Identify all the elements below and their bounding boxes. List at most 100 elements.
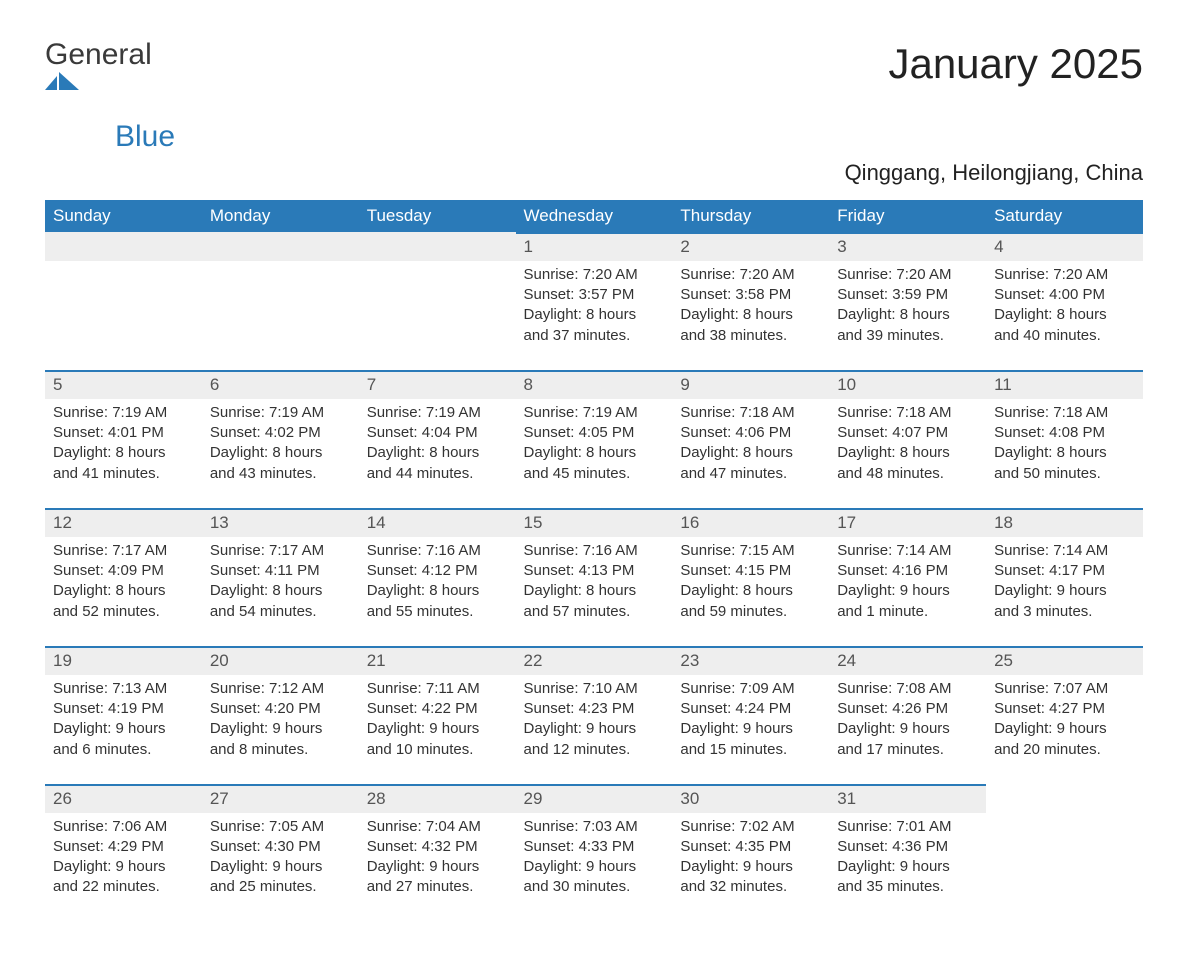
- calendar-day-cell: 8Sunrise: 7:19 AMSunset: 4:05 PMDaylight…: [516, 370, 673, 508]
- calendar-header-cell: Saturday: [986, 200, 1143, 232]
- daylight-line: Daylight: 9 hours and 30 minutes.: [524, 857, 665, 898]
- sunrise-line: Sunrise: 7:12 AM: [210, 679, 351, 699]
- calendar-day-cell: 10Sunrise: 7:18 AMSunset: 4:07 PMDayligh…: [829, 370, 986, 508]
- daylight-line: Daylight: 9 hours and 6 minutes.: [53, 719, 194, 760]
- sunrise-line: Sunrise: 7:20 AM: [680, 265, 821, 285]
- calendar-week-row: 26Sunrise: 7:06 AMSunset: 4:29 PMDayligh…: [45, 784, 1143, 922]
- logo: General Blue: [45, 40, 179, 152]
- daylight-line: Daylight: 9 hours and 15 minutes.: [680, 719, 821, 760]
- day-number: 24: [829, 646, 986, 675]
- calendar-day-cell: 28Sunrise: 7:04 AMSunset: 4:32 PMDayligh…: [359, 784, 516, 922]
- calendar-header-cell: Wednesday: [516, 200, 673, 232]
- sunrise-line: Sunrise: 7:19 AM: [210, 403, 351, 423]
- day-number: 2: [672, 232, 829, 261]
- calendar-day-cell: 19 Sunrise: 7:13 AMSunset: 4:19 PMDayligh…: [45, 646, 202, 784]
- calendar-day-cell: [202, 232, 359, 370]
- sunrise-line: Sunrise: 7:20 AM: [524, 265, 665, 285]
- day-number: 20: [202, 646, 359, 675]
- daylight-line: Daylight: 8 hours and 52 minutes.: [53, 581, 194, 622]
- sunset-line: Sunset: 4:24 PM: [680, 699, 821, 719]
- daylight-line: Daylight: 8 hours and 48 minutes.: [837, 443, 978, 484]
- sunset-line: Sunset: 4:09 PM: [53, 561, 194, 581]
- day-number-empty: [359, 232, 516, 261]
- sunset-line: Sunset: 4:00 PM: [994, 285, 1135, 305]
- day-number: 30: [672, 784, 829, 813]
- day-number: 27: [202, 784, 359, 813]
- sunset-line: Sunset: 4:16 PM: [837, 561, 978, 581]
- calendar-day-cell: 24Sunrise: 7:08 AMSunset: 4:26 PMDayligh…: [829, 646, 986, 784]
- calendar-day-cell: 11Sunrise: 7:18 AMSunset: 4:08 PMDayligh…: [986, 370, 1143, 508]
- daylight-line: Daylight: 9 hours and 20 minutes.: [994, 719, 1135, 760]
- calendar-day-cell: 23Sunrise: 7:09 AMSunset: 4:24 PMDayligh…: [672, 646, 829, 784]
- calendar-day-cell: 13Sunrise: 7:17 AMSunset: 4:11 PMDayligh…: [202, 508, 359, 646]
- calendar-day-cell: 9Sunrise: 7:18 AMSunset: 4:06 PMDaylight…: [672, 370, 829, 508]
- daylight-line: Daylight: 9 hours and 12 minutes.: [524, 719, 665, 760]
- daylight-line: Daylight: 9 hours and 1 minute.: [837, 581, 978, 622]
- calendar-day-cell: 17Sunrise: 7:14 AMSunset: 4:16 PMDayligh…: [829, 508, 986, 646]
- daylight-line: Daylight: 8 hours and 45 minutes.: [524, 443, 665, 484]
- calendar-day-cell: 2Sunrise: 7:20 AMSunset: 3:58 PMDaylight…: [672, 232, 829, 370]
- day-number: 19: [45, 646, 202, 675]
- daylight-line: Daylight: 8 hours and 40 minutes.: [994, 305, 1135, 346]
- sunrise-line: Sunrise: 7:08 AM: [837, 679, 978, 699]
- calendar-header-cell: Thursday: [672, 200, 829, 232]
- sunrise-line: Sunrise: 7:18 AM: [837, 403, 978, 423]
- calendar-day-cell: 5Sunrise: 7:19 AMSunset: 4:01 PMDaylight…: [45, 370, 202, 508]
- daylight-line: Daylight: 8 hours and 57 minutes.: [524, 581, 665, 622]
- calendar-day-cell: 18Sunrise: 7:14 AMSunset: 4:17 PMDayligh…: [986, 508, 1143, 646]
- calendar-day-cell: 6Sunrise: 7:19 AMSunset: 4:02 PMDaylight…: [202, 370, 359, 508]
- sunset-line: Sunset: 4:19 PM: [53, 699, 194, 719]
- calendar-day-cell: 16Sunrise: 7:15 AMSunset: 4:15 PMDayligh…: [672, 508, 829, 646]
- day-number: 13: [202, 508, 359, 537]
- sunset-line: Sunset: 4:08 PM: [994, 423, 1135, 443]
- sunrise-line: Sunrise: 7:13 AM: [53, 679, 194, 699]
- calendar-header-cell: Tuesday: [359, 200, 516, 232]
- sunrise-line: Sunrise: 7:16 AM: [524, 541, 665, 561]
- sunrise-line: Sunrise: 7:04 AM: [367, 817, 508, 837]
- calendar-day-cell: 4Sunrise: 7:20 AMSunset: 4:00 PMDaylight…: [986, 232, 1143, 370]
- sunset-line: Sunset: 4:33 PM: [524, 837, 665, 857]
- calendar-day-cell: 26Sunrise: 7:06 AMSunset: 4:29 PMDayligh…: [45, 784, 202, 922]
- daylight-line: Daylight: 9 hours and 27 minutes.: [367, 857, 508, 898]
- daylight-line: Daylight: 8 hours and 59 minutes.: [680, 581, 821, 622]
- daylight-line: Daylight: 9 hours and 10 minutes.: [367, 719, 508, 760]
- calendar-header-cell: Friday: [829, 200, 986, 232]
- day-number: 7: [359, 370, 516, 399]
- sunrise-line: Sunrise: 7:17 AM: [210, 541, 351, 561]
- sunset-line: Sunset: 4:23 PM: [524, 699, 665, 719]
- sunrise-line: Sunrise: 7:02 AM: [680, 817, 821, 837]
- sunset-line: Sunset: 4:27 PM: [994, 699, 1135, 719]
- daylight-line: Daylight: 8 hours and 44 minutes.: [367, 443, 508, 484]
- daylight-line: Daylight: 9 hours and 32 minutes.: [680, 857, 821, 898]
- sunset-line: Sunset: 4:07 PM: [837, 423, 978, 443]
- daylight-line: Daylight: 9 hours and 8 minutes.: [210, 719, 351, 760]
- day-number: 5: [45, 370, 202, 399]
- calendar-day-cell: 29Sunrise: 7:03 AMSunset: 4:33 PMDayligh…: [516, 784, 673, 922]
- daylight-line: Daylight: 8 hours and 41 minutes.: [53, 443, 194, 484]
- sunrise-line: Sunrise: 7:11 AM: [367, 679, 508, 699]
- sunset-line: Sunset: 4:36 PM: [837, 837, 978, 857]
- sunrise-line: Sunrise: 7:14 AM: [994, 541, 1135, 561]
- calendar-week-row: 19Sunrise: 7:13 AMSunset: 4:19 PMDayligh…: [45, 646, 1143, 784]
- sunrise-line: Sunrise: 7:15 AM: [680, 541, 821, 561]
- day-number: 12: [45, 508, 202, 537]
- calendar-day-cell: 21Sunrise: 7:11 AMSunset: 4:22 PMDayligh…: [359, 646, 516, 784]
- sunrise-line: Sunrise: 7:18 AM: [994, 403, 1135, 423]
- day-number: 3: [829, 232, 986, 261]
- sunrise-line: Sunrise: 7:14 AM: [837, 541, 978, 561]
- calendar-day-cell: 31Sunrise: 7:01 AMSunset: 4:36 PMDayligh…: [829, 784, 986, 922]
- calendar-week-row: 1Sunrise: 7:20 AMSunset: 3:57 PMDaylight…: [45, 232, 1143, 370]
- daylight-line: Daylight: 8 hours and 50 minutes.: [994, 443, 1135, 484]
- sunrise-line: Sunrise: 7:06 AM: [53, 817, 194, 837]
- daylight-line: Daylight: 9 hours and 3 minutes.: [994, 581, 1135, 622]
- sunset-line: Sunset: 4:22 PM: [367, 699, 508, 719]
- calendar-header-cell: Monday: [202, 200, 359, 232]
- day-number: 22: [516, 646, 673, 675]
- logo-word-general: General: [45, 38, 152, 71]
- day-number: 29: [516, 784, 673, 813]
- day-number-empty: [45, 232, 202, 261]
- calendar-header-row: SundayMondayTuesdayWednesdayThursdayFrid…: [45, 200, 1143, 232]
- calendar-day-cell: 1Sunrise: 7:20 AMSunset: 3:57 PMDaylight…: [516, 232, 673, 370]
- sunrise-line: Sunrise: 7:20 AM: [994, 265, 1135, 285]
- calendar-day-cell: 7Sunrise: 7:19 AMSunset: 4:04 PMDaylight…: [359, 370, 516, 508]
